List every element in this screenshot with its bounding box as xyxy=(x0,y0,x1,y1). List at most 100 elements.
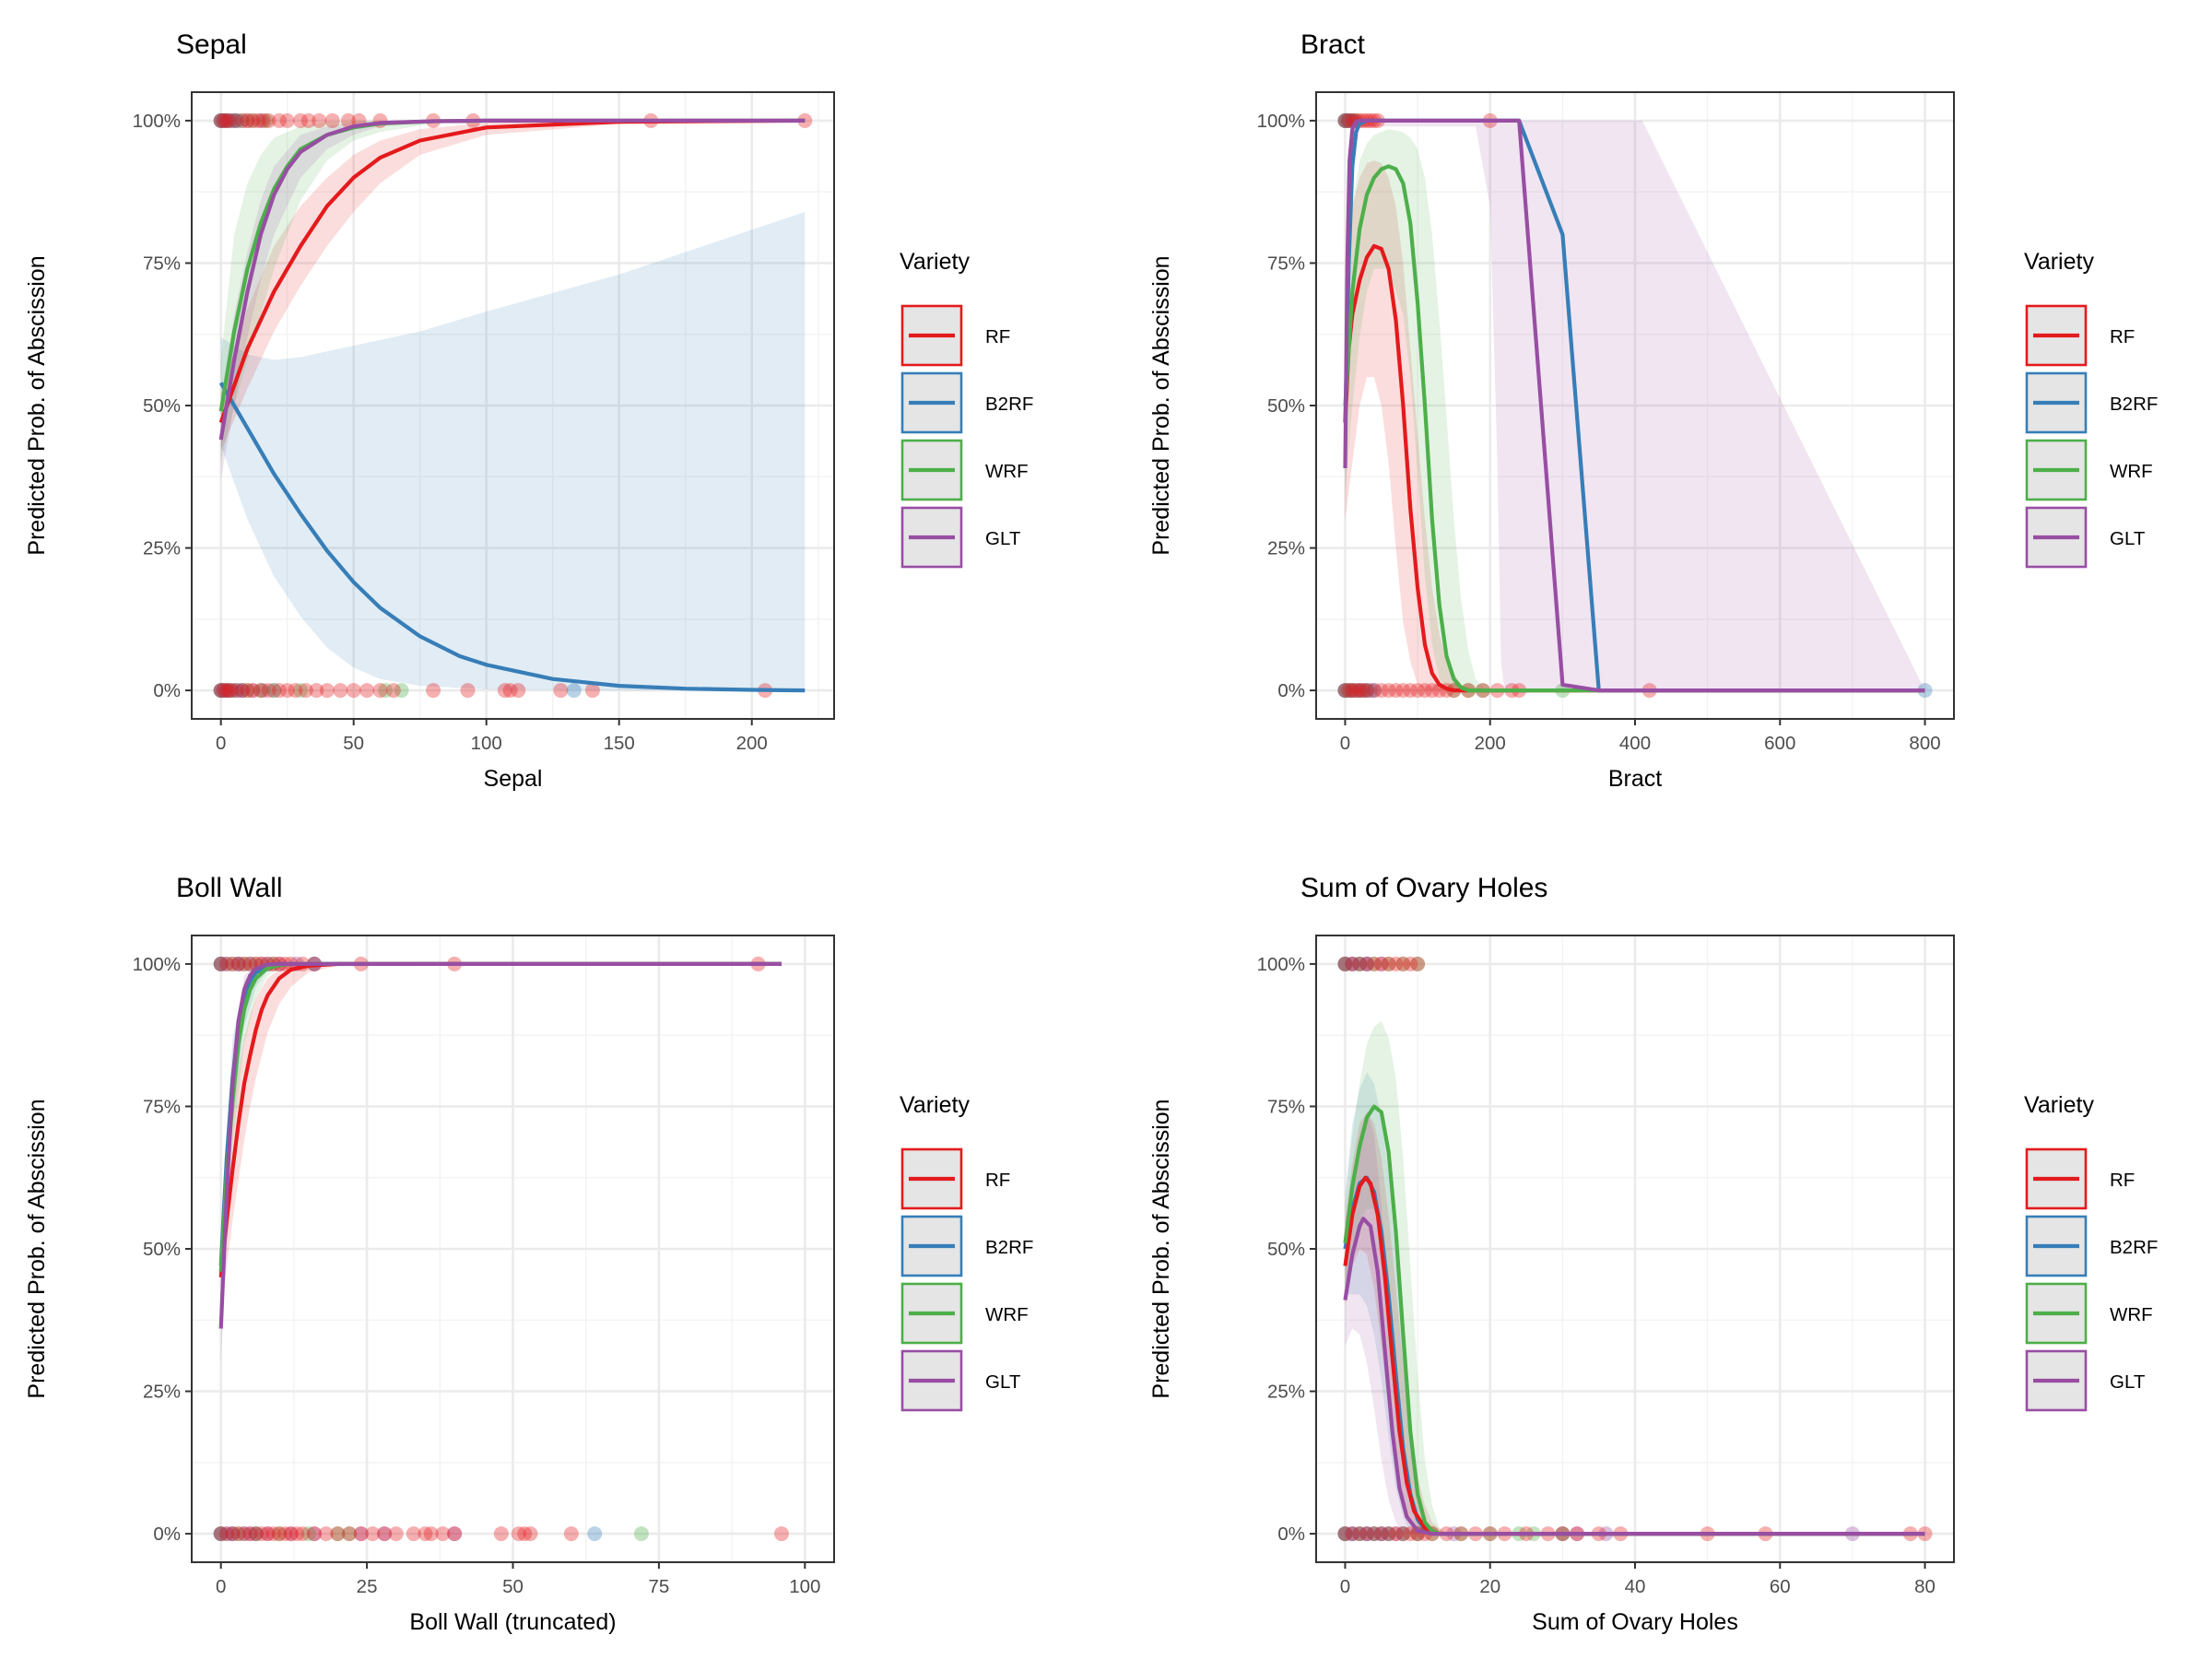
data-point-rf xyxy=(1395,1526,1411,1542)
y-tick-label: 50% xyxy=(1267,1239,1305,1260)
data-point-rf xyxy=(1359,683,1375,699)
data-point-wrf xyxy=(1366,956,1382,971)
data-point-rf xyxy=(511,683,526,699)
data-point-rf xyxy=(237,956,253,971)
data-point-rf xyxy=(1373,956,1389,971)
x-tick-label: 0 xyxy=(216,733,226,754)
data-point-rf xyxy=(260,1526,276,1542)
data-point-rf xyxy=(279,683,295,699)
data-point-rf xyxy=(225,1526,241,1542)
data-point-b2rf xyxy=(1352,1526,1368,1542)
data-point-glt xyxy=(1345,1526,1360,1542)
data-point-rf xyxy=(319,683,335,699)
data-point-wrf xyxy=(1337,956,1353,971)
data-point-wrf xyxy=(234,112,250,128)
data-point-wrf xyxy=(218,112,234,128)
data-point-b2rf xyxy=(1917,683,1933,699)
data-point-rf xyxy=(423,1526,439,1542)
data-point-rf xyxy=(245,112,261,128)
x-tick-label: 60 xyxy=(1770,1576,1791,1597)
data-point-glt xyxy=(353,1526,369,1542)
data-point-glt xyxy=(255,683,271,699)
x-tick-label: 150 xyxy=(604,733,635,754)
y-axis-title: Predicted Prob. of Abscission xyxy=(24,255,50,555)
data-point-rf xyxy=(1381,683,1396,699)
data-point-wrf xyxy=(1337,1526,1353,1542)
legend-label: WRF xyxy=(985,461,1029,482)
ci-band-wrf xyxy=(1345,129,1487,691)
y-tick-label: 50% xyxy=(1267,395,1305,417)
data-point-glt xyxy=(213,683,229,699)
data-point-rf xyxy=(216,112,231,128)
y-tick-label: 25% xyxy=(143,1382,181,1403)
fit-line-rf xyxy=(218,118,806,424)
data-point-wrf xyxy=(1359,683,1375,699)
ci-band-rf xyxy=(1345,160,1476,691)
data-point-rf xyxy=(340,112,356,128)
data-point-b2rf xyxy=(1352,683,1368,699)
data-point-b2rf xyxy=(587,1526,603,1542)
data-point-rf xyxy=(300,112,316,128)
x-tick-label: 100 xyxy=(471,733,502,754)
data-point-rf xyxy=(1366,956,1382,971)
data-point-rf xyxy=(225,956,241,971)
data-point-wrf xyxy=(237,956,253,971)
data-point-rf xyxy=(1381,1526,1396,1542)
data-point-wrf xyxy=(1337,112,1353,128)
data-point-rf xyxy=(229,683,244,699)
data-point-wrf xyxy=(213,956,229,971)
data-point-glt xyxy=(447,1526,463,1542)
data-point-rf xyxy=(406,1526,421,1542)
data-point-b2rf xyxy=(230,956,246,971)
data-point-rf xyxy=(372,683,388,699)
ci-band-b2rf xyxy=(220,211,806,691)
data-point-rf xyxy=(295,1526,311,1542)
data-point-rf xyxy=(1373,1526,1389,1542)
data-point-rf xyxy=(517,1526,533,1542)
fit-line-glt xyxy=(1343,1217,1925,1536)
data-point-b2rf xyxy=(229,112,244,128)
x-tick-label: 80 xyxy=(1914,1576,1936,1597)
data-point-glt xyxy=(1337,112,1353,128)
data-point-rf xyxy=(1352,683,1368,699)
data-point-glt xyxy=(307,1526,323,1542)
fit-line-glt xyxy=(218,118,806,441)
data-point-b2rf xyxy=(219,956,235,971)
legend-label: B2RF xyxy=(2110,1237,2158,1258)
data-point-rf xyxy=(1417,683,1432,699)
data-point-rf xyxy=(261,683,276,699)
data-point-rf xyxy=(1366,683,1382,699)
data-point-wrf xyxy=(1395,1526,1411,1542)
data-point-rf xyxy=(1381,956,1396,971)
data-point-wrf xyxy=(1381,956,1396,971)
data-point-rf xyxy=(318,1526,334,1542)
data-point-wrf xyxy=(266,683,282,699)
data-point-rf xyxy=(298,683,313,699)
data-point-rf xyxy=(553,683,569,699)
data-point-wrf xyxy=(1410,956,1426,971)
y-tick-label: 25% xyxy=(1267,538,1305,559)
data-point-glt xyxy=(234,683,250,699)
data-point-rf xyxy=(293,112,309,128)
data-point-b2rf xyxy=(218,683,234,699)
data-point-wrf xyxy=(1381,1526,1396,1542)
data-point-rf xyxy=(221,683,237,699)
y-tick-label: 0% xyxy=(1277,680,1305,701)
data-point-b2rf xyxy=(216,112,231,128)
legend-label: WRF xyxy=(2110,461,2153,482)
data-point-rf xyxy=(224,683,240,699)
data-point-rf xyxy=(346,683,361,699)
data-point-rf xyxy=(248,1526,264,1542)
data-point-rf xyxy=(1410,956,1426,971)
data-point-rf xyxy=(1337,956,1353,971)
data-point-rf xyxy=(1403,956,1418,971)
data-point-b2rf xyxy=(242,956,258,971)
data-point-glt xyxy=(1343,683,1359,699)
legend-label: B2RF xyxy=(985,394,1033,415)
data-point-b2rf xyxy=(1337,956,1353,971)
data-point-rf xyxy=(245,683,261,699)
data-point-rf xyxy=(1345,956,1360,971)
data-point-b2rf xyxy=(237,1526,253,1542)
data-point-rf xyxy=(1403,1526,1418,1542)
data-point-glt xyxy=(245,683,261,699)
